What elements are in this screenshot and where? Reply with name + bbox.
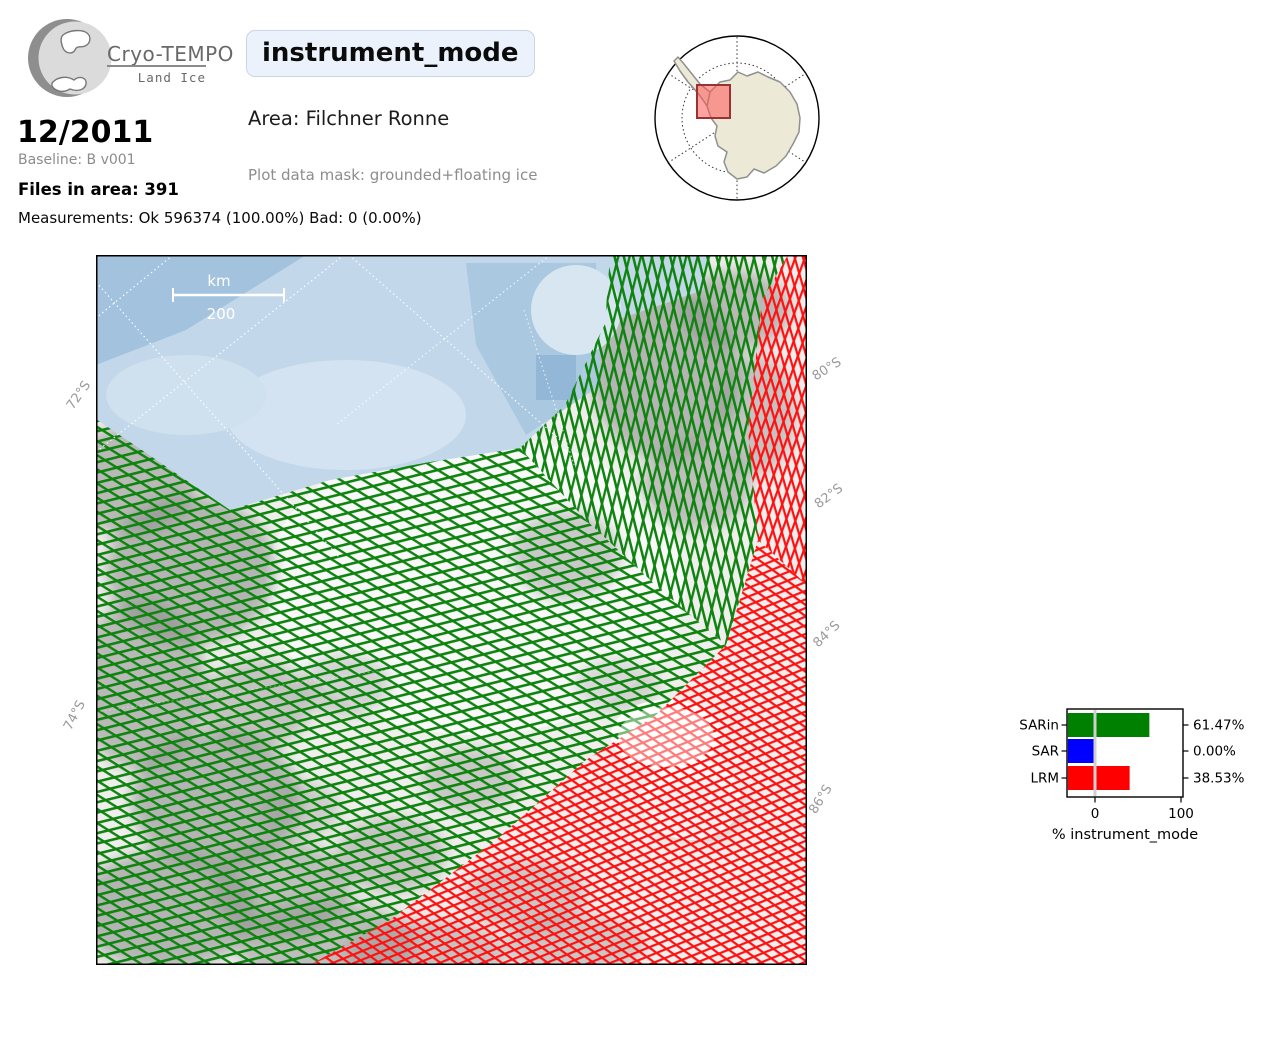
files-in-area-label: Files in area: 391 (18, 180, 179, 199)
page-title: instrument_mode (246, 30, 535, 77)
baseline-label: Baseline: B v001 (18, 152, 136, 168)
swatch-lrm (1067, 766, 1094, 790)
lrm-tracks (310, 255, 807, 965)
swatch-sarin (1067, 713, 1094, 737)
xtick-100: 100 (1168, 806, 1194, 822)
lat-label-72s: 72°S (63, 378, 95, 413)
ocean (96, 255, 710, 510)
main-map: km 200 (96, 255, 807, 965)
chart-xlabel: % instrument_mode (1052, 827, 1198, 843)
bar-lrm (1096, 766, 1130, 790)
map-graticule (96, 255, 575, 713)
chart-ticks (1061, 724, 1189, 803)
scale-bar-unit: km (207, 272, 230, 290)
bar-sarin (1096, 713, 1150, 737)
antarctica-outline (51, 76, 87, 93)
sarin-tracks (96, 255, 788, 965)
lat-label-84s: 84°S (810, 618, 844, 651)
plot-mask-label: Plot data mask: grounded+floating ice (248, 166, 538, 184)
xtick-0: 0 (1091, 806, 1100, 822)
category-label-lrm: LRM (1030, 771, 1059, 787)
value-label-lrm: 38.53% (1193, 771, 1245, 787)
swatch-sar (1067, 739, 1094, 763)
chart-zero-line (1093, 710, 1097, 796)
cryo-tempo-logo-icon (28, 19, 112, 97)
inset-region-box (696, 84, 731, 119)
antarctica-inset-map (654, 35, 820, 201)
measurements-label: Measurements: Ok 596374 (100.00%) Bad: 0… (18, 209, 422, 227)
value-label-sarin: 61.47% (1193, 718, 1245, 734)
lat-label-80s: 80°S (809, 354, 845, 385)
category-label-sar: SAR (1032, 744, 1059, 760)
lat-label-86s: 86°S (806, 782, 836, 817)
map-border (96, 255, 807, 965)
category-label-sarin: SARin (1019, 718, 1059, 734)
brand-rule (107, 65, 206, 67)
instrument-mode-bar-chart: SARin SAR LRM 61.47% 0.00% 38.53% 0 100 … (1019, 708, 1245, 843)
product-name: Land Ice (137, 70, 206, 85)
lat-label-74s: 74°S (61, 698, 89, 733)
lat-label-82s: 82°S (811, 481, 847, 512)
date-label: 12/2011 (17, 115, 154, 150)
scale-bar-value: 200 (207, 305, 236, 323)
area-label: Area: Filchner Ronne (248, 107, 450, 130)
scale-bar: km 200 (172, 272, 285, 323)
value-label-sar: 0.00% (1193, 744, 1236, 760)
brand-name: Cryo-TEMPO (107, 42, 234, 66)
greenland-outline (60, 29, 91, 54)
